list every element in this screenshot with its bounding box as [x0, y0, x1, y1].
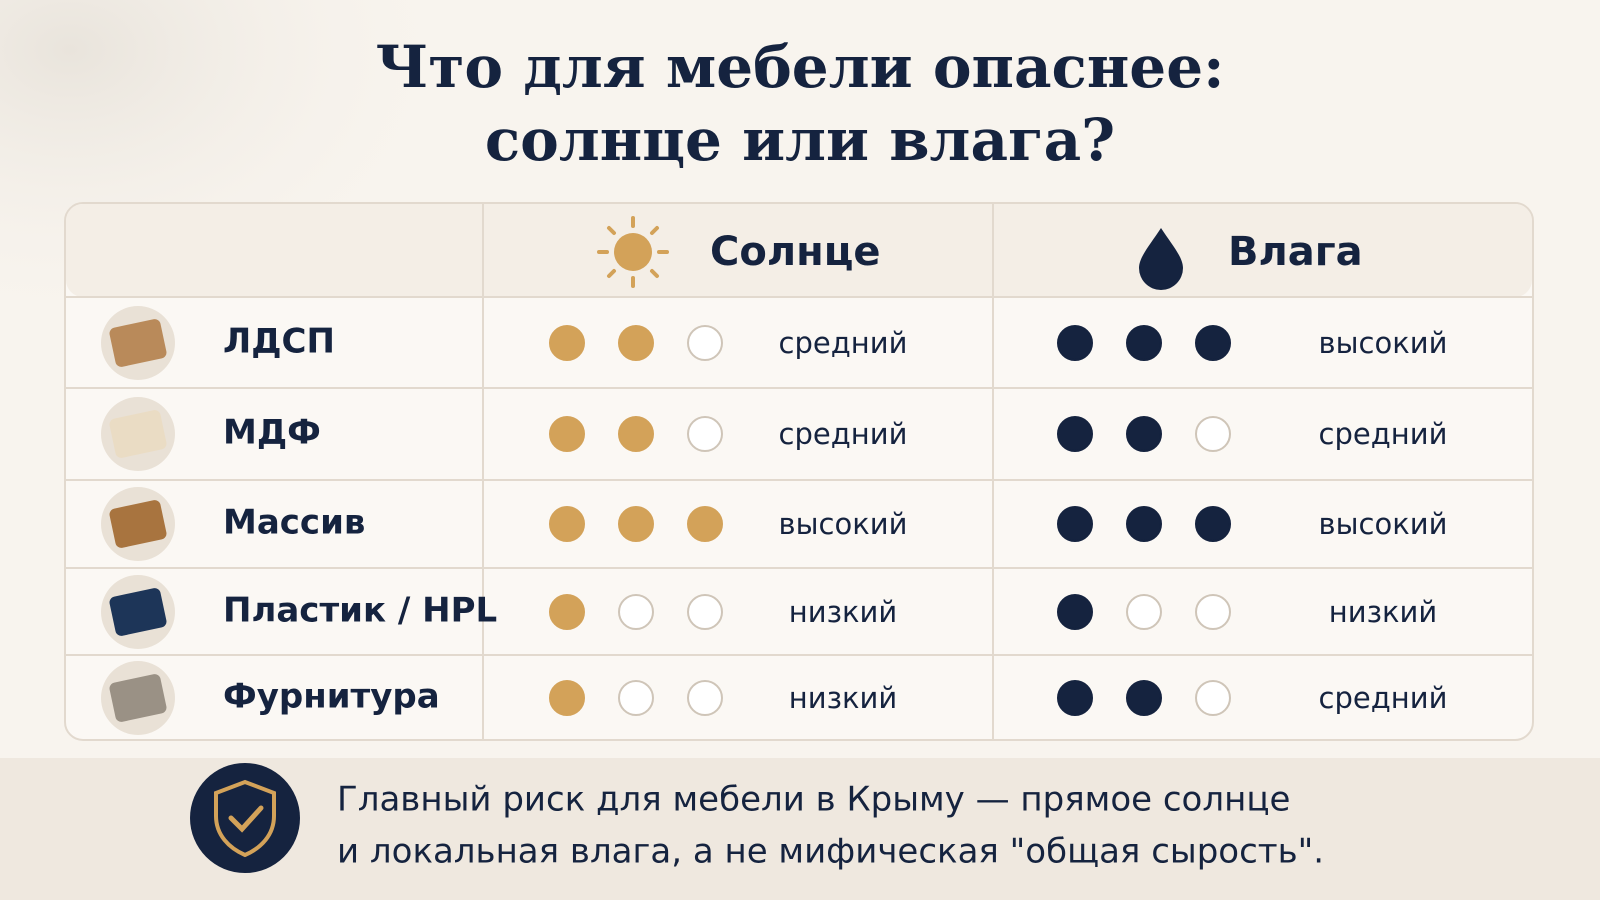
column-header: Влага: [1228, 229, 1363, 275]
material-sample: [109, 500, 167, 548]
material-sample: [109, 588, 167, 636]
empty-dot: [618, 680, 654, 716]
risk-label: средний: [1319, 681, 1448, 715]
material-sample: [109, 674, 167, 722]
empty-dot: [1195, 594, 1231, 630]
material-name: Пластик / HPL: [223, 591, 497, 631]
empty-dot: [1195, 680, 1231, 716]
risk-label: средний: [1319, 417, 1448, 451]
material-sample: [109, 410, 167, 458]
rating-dot: [1195, 506, 1231, 542]
risk-label: низкий: [789, 595, 897, 629]
risk-label: низкий: [789, 681, 897, 715]
rating-dot: [1057, 680, 1093, 716]
rating-dot: [1057, 325, 1093, 361]
rating-dot: [1057, 594, 1093, 630]
rating-dot: [1057, 506, 1093, 542]
material-name: ЛДСП: [223, 322, 335, 362]
rating-dot: [1195, 325, 1231, 361]
table-lines: [65, 203, 1533, 740]
rating-dot: [1057, 416, 1093, 452]
sun-icon: [597, 216, 669, 288]
empty-dot: [687, 594, 723, 630]
risk-label: высокий: [1319, 326, 1448, 360]
rating-dot: [618, 416, 654, 452]
risk-label: высокий: [1319, 507, 1448, 541]
rating-dot: [549, 506, 585, 542]
material-name: Массив: [223, 503, 365, 543]
empty-dot: [687, 680, 723, 716]
rating-dot: [1126, 325, 1162, 361]
risk-label: высокий: [779, 507, 908, 541]
material-name: Фурнитура: [223, 677, 440, 717]
material-name: МДФ: [223, 413, 321, 453]
risk-label: средний: [779, 326, 908, 360]
rating-dot: [1126, 506, 1162, 542]
risk-label: низкий: [1329, 595, 1437, 629]
title-line: Что для мебели опаснее:: [375, 33, 1224, 101]
empty-dot: [1195, 416, 1231, 452]
title-line: солнце или влага?: [485, 106, 1115, 174]
empty-dot: [1126, 594, 1162, 630]
empty-dot: [618, 594, 654, 630]
footer-line: и локальная влага, а не мифическая "обща…: [337, 832, 1324, 872]
table-frame: [64, 202, 1534, 741]
risk-label: средний: [779, 417, 908, 451]
shield-icon: [214, 779, 276, 858]
check-icon: [228, 805, 264, 833]
column-header: Солнце: [710, 229, 881, 275]
rating-dot: [549, 416, 585, 452]
rating-dot: [618, 506, 654, 542]
footer-line: Главный риск для мебели в Крыму — прямое…: [337, 780, 1290, 820]
drop-icon: [1139, 228, 1183, 290]
rating-dot: [549, 594, 585, 630]
empty-dot: [687, 416, 723, 452]
rating-dot: [549, 325, 585, 361]
rating-dot: [618, 325, 654, 361]
rating-dot: [549, 680, 585, 716]
rating-dot: [1126, 680, 1162, 716]
rating-dot: [687, 506, 723, 542]
rating-dot: [1126, 416, 1162, 452]
empty-dot: [687, 325, 723, 361]
material-sample: [109, 319, 167, 367]
